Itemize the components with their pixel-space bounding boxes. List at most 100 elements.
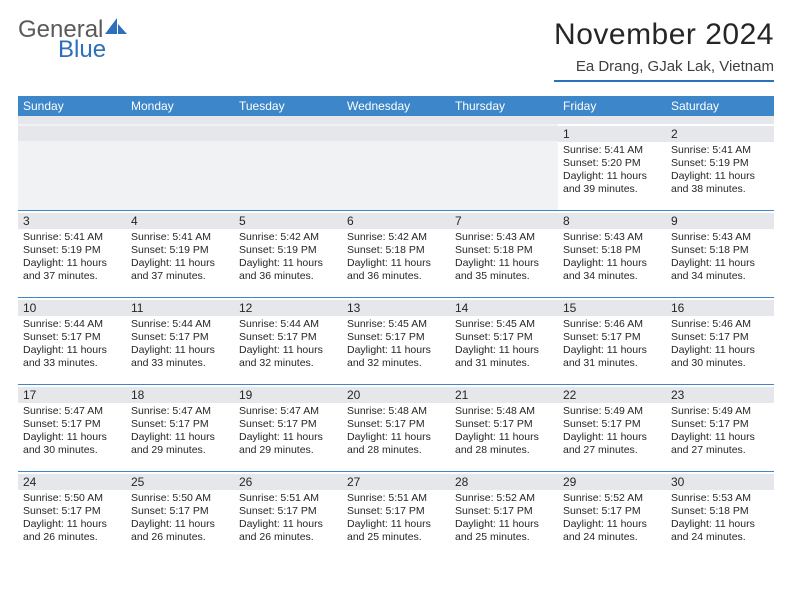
day-cell: 9Sunrise: 5:43 AMSunset: 5:18 PMDaylight… [666,211,774,297]
daylight-text: Daylight: 11 hours and 36 minutes. [347,257,445,283]
sunrise-text: Sunrise: 5:42 AM [239,231,337,244]
daylight-text: Daylight: 11 hours and 31 minutes. [455,344,553,370]
sunrise-text: Sunrise: 5:46 AM [563,318,661,331]
day-info: Sunrise: 5:43 AMSunset: 5:18 PMDaylight:… [455,231,553,284]
day-info: Sunrise: 5:50 AMSunset: 5:17 PMDaylight:… [23,492,121,545]
weekday-label: Wednesday [342,96,450,116]
day-number: 8 [558,213,666,229]
location: Ea Drang, GJak Lak, Vietnam [554,58,774,82]
sunrise-text: Sunrise: 5:41 AM [671,144,769,157]
sunrise-text: Sunrise: 5:41 AM [563,144,661,157]
sunrise-text: Sunrise: 5:45 AM [347,318,445,331]
day-number: 16 [666,300,774,316]
day-number: 6 [342,213,450,229]
sunrise-text: Sunrise: 5:48 AM [347,405,445,418]
day-info: Sunrise: 5:44 AMSunset: 5:17 PMDaylight:… [239,318,337,371]
day-cell: 29Sunrise: 5:52 AMSunset: 5:17 PMDayligh… [558,472,666,558]
day-cell: 13Sunrise: 5:45 AMSunset: 5:17 PMDayligh… [342,298,450,384]
weekday-label: Tuesday [234,96,342,116]
daylight-text: Daylight: 11 hours and 30 minutes. [671,344,769,370]
title-block: November 2024 Ea Drang, GJak Lak, Vietna… [554,18,774,82]
sunset-text: Sunset: 5:17 PM [455,331,553,344]
day-number: 15 [558,300,666,316]
day-number [450,126,558,141]
logo: General Blue [18,18,127,66]
day-cell [234,124,342,210]
day-number: 4 [126,213,234,229]
daylight-text: Daylight: 11 hours and 35 minutes. [455,257,553,283]
daylight-text: Daylight: 11 hours and 36 minutes. [239,257,337,283]
daylight-text: Daylight: 11 hours and 38 minutes. [671,170,769,196]
day-cell: 17 Sunrise: 5:47 AMSunset: 5:17 PMDayligh… [18,385,126,471]
sunset-text: Sunset: 5:17 PM [131,418,229,431]
day-info: Sunrise: 5:52 AMSunset: 5:17 PMDaylight:… [455,492,553,545]
daylight-text: Daylight: 11 hours and 30 minutes. [23,431,121,457]
day-cell: 14Sunrise: 5:45 AMSunset: 5:17 PMDayligh… [450,298,558,384]
sunrise-text: Sunrise: 5:41 AM [23,231,121,244]
sunset-text: Sunset: 5:17 PM [455,505,553,518]
day-info: Sunrise: 5:41 AMSunset: 5:20 PMDaylight:… [563,144,661,197]
day-number: 5 [234,213,342,229]
logo-word2: Blue [58,38,106,62]
sunrise-text: Sunrise: 5:52 AM [563,492,661,505]
day-info: Sunrise: 5:50 AMSunset: 5:17 PMDaylight:… [131,492,229,545]
daylight-text: Daylight: 11 hours and 27 minutes. [563,431,661,457]
day-number: 22 [558,387,666,403]
day-cell: 1 Sunrise: 5:41 AMSunset: 5:20 PMDaylight… [558,124,666,210]
day-info: Sunrise: 5:49 AMSunset: 5:17 PMDaylight:… [563,405,661,458]
day-number [126,126,234,141]
day-cell: 28Sunrise: 5:52 AMSunset: 5:17 PMDayligh… [450,472,558,558]
day-number: 18 [126,387,234,403]
sunset-text: Sunset: 5:18 PM [671,505,769,518]
day-number [234,126,342,141]
sunrise-text: Sunrise: 5:51 AM [239,492,337,505]
day-info: Sunrise: 5:52 AMSunset: 5:17 PMDaylight:… [563,492,661,545]
weekday-label: Monday [126,96,234,116]
sunset-text: Sunset: 5:17 PM [131,331,229,344]
daylight-text: Daylight: 11 hours and 33 minutes. [23,344,121,370]
sunrise-text: Sunrise: 5:50 AM [23,492,121,505]
sunset-text: Sunset: 5:19 PM [23,244,121,257]
day-cell: 3Sunrise: 5:41 AMSunset: 5:19 PMDaylight… [18,211,126,297]
sunrise-text: Sunrise: 5:46 AM [671,318,769,331]
day-number: 20 [342,387,450,403]
day-cell [18,124,126,210]
sunrise-text: Sunrise: 5:44 AM [131,318,229,331]
week-row: 24Sunrise: 5:50 AMSunset: 5:17 PMDayligh… [18,471,774,558]
sunrise-text: Sunrise: 5:41 AM [131,231,229,244]
daylight-text: Daylight: 11 hours and 39 minutes. [563,170,661,196]
daylight-text: Daylight: 11 hours and 24 minutes. [563,518,661,544]
day-info: Sunrise: 5:51 AMSunset: 5:17 PMDaylight:… [347,492,445,545]
daylight-text: Daylight: 11 hours and 27 minutes. [671,431,769,457]
sunset-text: Sunset: 5:18 PM [455,244,553,257]
sunrise-text: Sunrise: 5:44 AM [239,318,337,331]
day-cell: 23Sunrise: 5:49 AMSunset: 5:17 PMDayligh… [666,385,774,471]
day-cell: 16Sunrise: 5:46 AMSunset: 5:17 PMDayligh… [666,298,774,384]
day-number: 17 [18,387,126,403]
sunrise-text: Sunrise: 5:51 AM [347,492,445,505]
sunrise-text: Sunrise: 5:43 AM [455,231,553,244]
daylight-text: Daylight: 11 hours and 28 minutes. [347,431,445,457]
sunset-text: Sunset: 5:17 PM [23,418,121,431]
sunset-text: Sunset: 5:17 PM [23,331,121,344]
sunrise-text: Sunrise: 5:49 AM [563,405,661,418]
daylight-text: Daylight: 11 hours and 26 minutes. [239,518,337,544]
sunrise-text: Sunrise: 5:49 AM [671,405,769,418]
day-info: Sunrise: 5:41 AMSunset: 5:19 PMDaylight:… [23,231,121,284]
day-info: Sunrise: 5:42 AMSunset: 5:19 PMDaylight:… [239,231,337,284]
calendar: Sunday Monday Tuesday Wednesday Thursday… [18,96,774,558]
sunset-text: Sunset: 5:17 PM [563,331,661,344]
sunrise-text: Sunrise: 5:47 AM [23,405,121,418]
daylight-text: Daylight: 11 hours and 29 minutes. [239,431,337,457]
day-cell: 12Sunrise: 5:44 AMSunset: 5:17 PMDayligh… [234,298,342,384]
sunset-text: Sunset: 5:17 PM [239,505,337,518]
day-number: 14 [450,300,558,316]
sunrise-text: Sunrise: 5:47 AM [239,405,337,418]
sunset-text: Sunset: 5:17 PM [239,418,337,431]
day-info: Sunrise: 5:49 AMSunset: 5:17 PMDaylight:… [671,405,769,458]
day-cell: 27Sunrise: 5:51 AMSunset: 5:17 PMDayligh… [342,472,450,558]
day-number: 1 [558,126,666,142]
day-number: 10 [18,300,126,316]
day-number [18,126,126,141]
weekday-label: Friday [558,96,666,116]
